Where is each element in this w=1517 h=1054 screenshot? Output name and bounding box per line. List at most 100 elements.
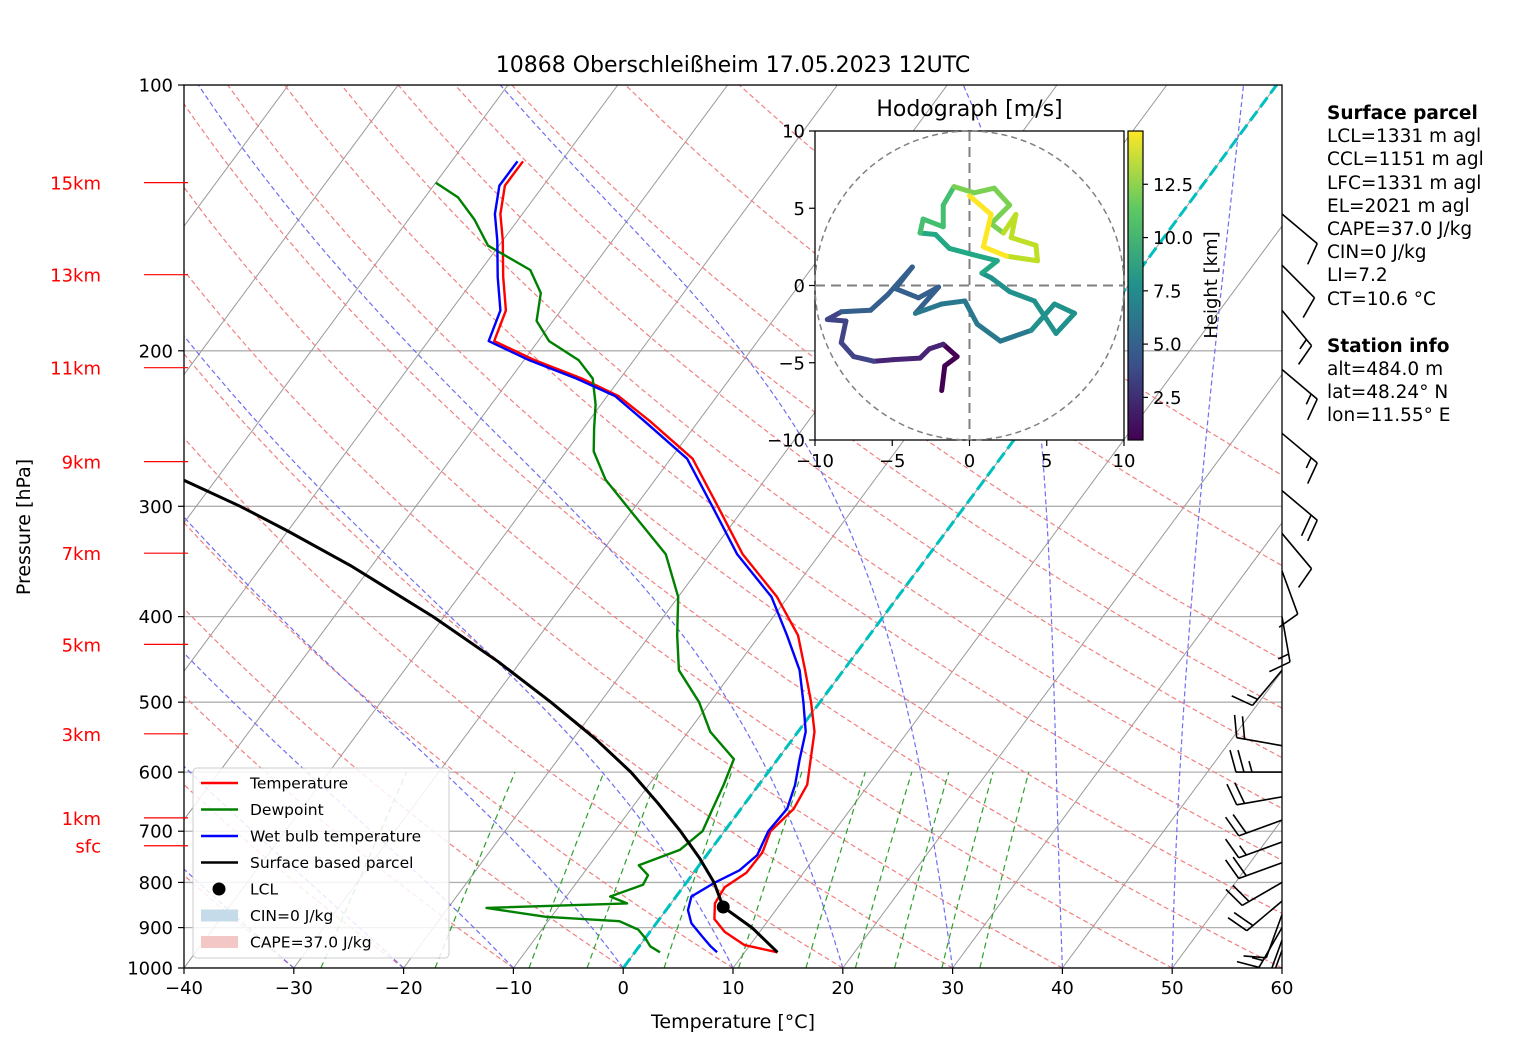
hodograph-segment — [917, 230, 939, 238]
hodograph-x-label: 0 — [964, 451, 975, 472]
station-info-value: lon=11.55° E — [1327, 405, 1451, 427]
moist-adiabat — [499, 85, 954, 968]
surface-parcel-value: LFC=1331 m agl — [1327, 172, 1482, 194]
legend-label: LCL — [250, 881, 278, 899]
hodograph-colorbar: 2.5 5.0 7.5 10.0 12.5 Height [km] — [1127, 130, 1222, 441]
surface-parcel-value: CCL=1151 m agl — [1327, 149, 1484, 171]
hodograph-segment — [933, 232, 952, 251]
hodograph-segment — [892, 286, 922, 301]
dry-adiabat — [340, 85, 1282, 810]
wind-barb — [1225, 881, 1283, 907]
dry-adiabat — [184, 521, 734, 968]
surface-parcel-value: CIN=0 J/kg — [1327, 242, 1427, 264]
colorbar-label: Height [km] — [1201, 231, 1222, 338]
legend-label: Wet bulb temperature — [250, 828, 421, 846]
hodograph-segment — [997, 327, 1034, 344]
mixing-ratio-line — [434, 771, 516, 968]
series-surface-based-parcel — [184, 478, 779, 954]
x-tick-label: −20 — [385, 978, 423, 999]
mixing-ratio-line — [528, 771, 605, 968]
hodograph-y-label: 0 — [794, 276, 805, 297]
hodograph-segment — [967, 193, 994, 217]
isotherm-line — [184, 85, 399, 376]
hodograph-segment — [988, 275, 1013, 295]
wind-barb — [1271, 939, 1283, 968]
surface-parcel-header: Surface parcel — [1327, 103, 1478, 124]
dry-adiabat — [738, 85, 1282, 476]
mixing-ratio-line — [941, 771, 994, 968]
colorbar-tick-label: 7.5 — [1153, 281, 1182, 302]
hodograph-segment — [838, 340, 857, 360]
legend-swatch — [201, 909, 238, 922]
hodograph-x-label: −10 — [796, 451, 834, 472]
hodograph-segment — [868, 292, 891, 313]
moist-adiabat — [184, 335, 734, 968]
surface-parcel-value: LI=7.2 — [1327, 265, 1388, 287]
dry-adiabat — [184, 269, 1063, 968]
wind-barb — [1281, 432, 1318, 484]
surface-parcel-values: LCL=1331 m agl CCL=1151 m agl LFC=1331 m a… — [1327, 125, 1484, 311]
wind-barb — [1281, 490, 1318, 542]
dry-adiabat — [184, 186, 1173, 968]
hodograph-segment — [838, 318, 849, 346]
x-tick-label: 10 — [722, 978, 745, 999]
height-label: 3km — [62, 725, 101, 746]
dry-adiabats — [184, 85, 1282, 968]
y-tick-label: 1000 — [127, 959, 173, 980]
wind-barb — [1274, 950, 1283, 968]
height-label: sfc — [75, 837, 101, 858]
station-info-value: alt=484.0 m — [1327, 359, 1444, 381]
legend-swatch — [212, 882, 226, 896]
hodograph-segment — [970, 252, 1000, 264]
dry-adiabat — [227, 85, 1282, 915]
hodograph-segment — [988, 202, 1013, 227]
colorbar-tick-label: 10.0 — [1153, 228, 1193, 249]
hodograph-segment — [939, 298, 968, 307]
x-tick-label: 50 — [1161, 978, 1184, 999]
hodograph-segment — [1008, 235, 1039, 248]
moist-adiabat — [184, 516, 624, 968]
series-dewpoint — [435, 181, 736, 954]
x-axis-ticks: −40 −30 −20 −10 0 10 20 30 40 50 60 — [165, 968, 1293, 999]
hodograph-x-label: 10 — [1113, 451, 1136, 472]
hodograph-segment — [912, 301, 945, 316]
wind-barb — [1231, 669, 1283, 707]
chart-title: 10868 Oberschleißheim 17.05.2023 12UTC — [496, 53, 971, 78]
moist-adiabat — [197, 85, 844, 968]
y-tick-label: 300 — [139, 497, 173, 518]
isotherm-line — [732, 225, 1282, 968]
station-info-header: Station info — [1327, 335, 1450, 357]
surface-parcel-value: LCL=1331 m agl — [1327, 126, 1482, 148]
legend-label: Dewpoint — [250, 801, 324, 819]
x-axis-label: Temperature [°C] — [650, 1011, 815, 1033]
wind-barb — [1281, 264, 1316, 318]
zero-isotherm — [621, 85, 1278, 968]
x-tick-label: 40 — [1051, 978, 1074, 999]
isotherm-line — [952, 522, 1282, 968]
hodograph-segment — [940, 184, 957, 208]
y-tick-label: 200 — [139, 341, 173, 362]
wind-barb — [1227, 900, 1283, 932]
lcl-point — [716, 900, 730, 914]
series-wet-bulb-temperature — [487, 160, 807, 954]
y-tick-label: 800 — [139, 873, 173, 894]
height-label: 15km — [50, 174, 101, 195]
legend-label: Temperature — [249, 775, 348, 793]
wind-barb — [1278, 570, 1299, 628]
legend-box — [192, 767, 450, 959]
hodograph-segment — [974, 321, 1003, 344]
hodograph-segment — [939, 363, 948, 394]
wind-barb — [1229, 749, 1282, 773]
moist-adiabat — [1171, 85, 1245, 968]
hodograph-segment — [851, 354, 877, 364]
hodograph-segment — [1008, 211, 1019, 241]
legend-label: CAPE=37.0 J/kg — [250, 934, 372, 952]
y-tick-label: 700 — [139, 822, 173, 843]
surface-parcel-value: CT=10.6 °C — [1327, 288, 1436, 310]
hodograph-segment — [991, 185, 1013, 208]
hodograph-segment — [920, 216, 946, 230]
isotherm-line — [184, 85, 509, 524]
wind-barbs — [1224, 213, 1318, 968]
hodograph-segment — [942, 354, 960, 369]
legend-swatch — [201, 936, 238, 948]
